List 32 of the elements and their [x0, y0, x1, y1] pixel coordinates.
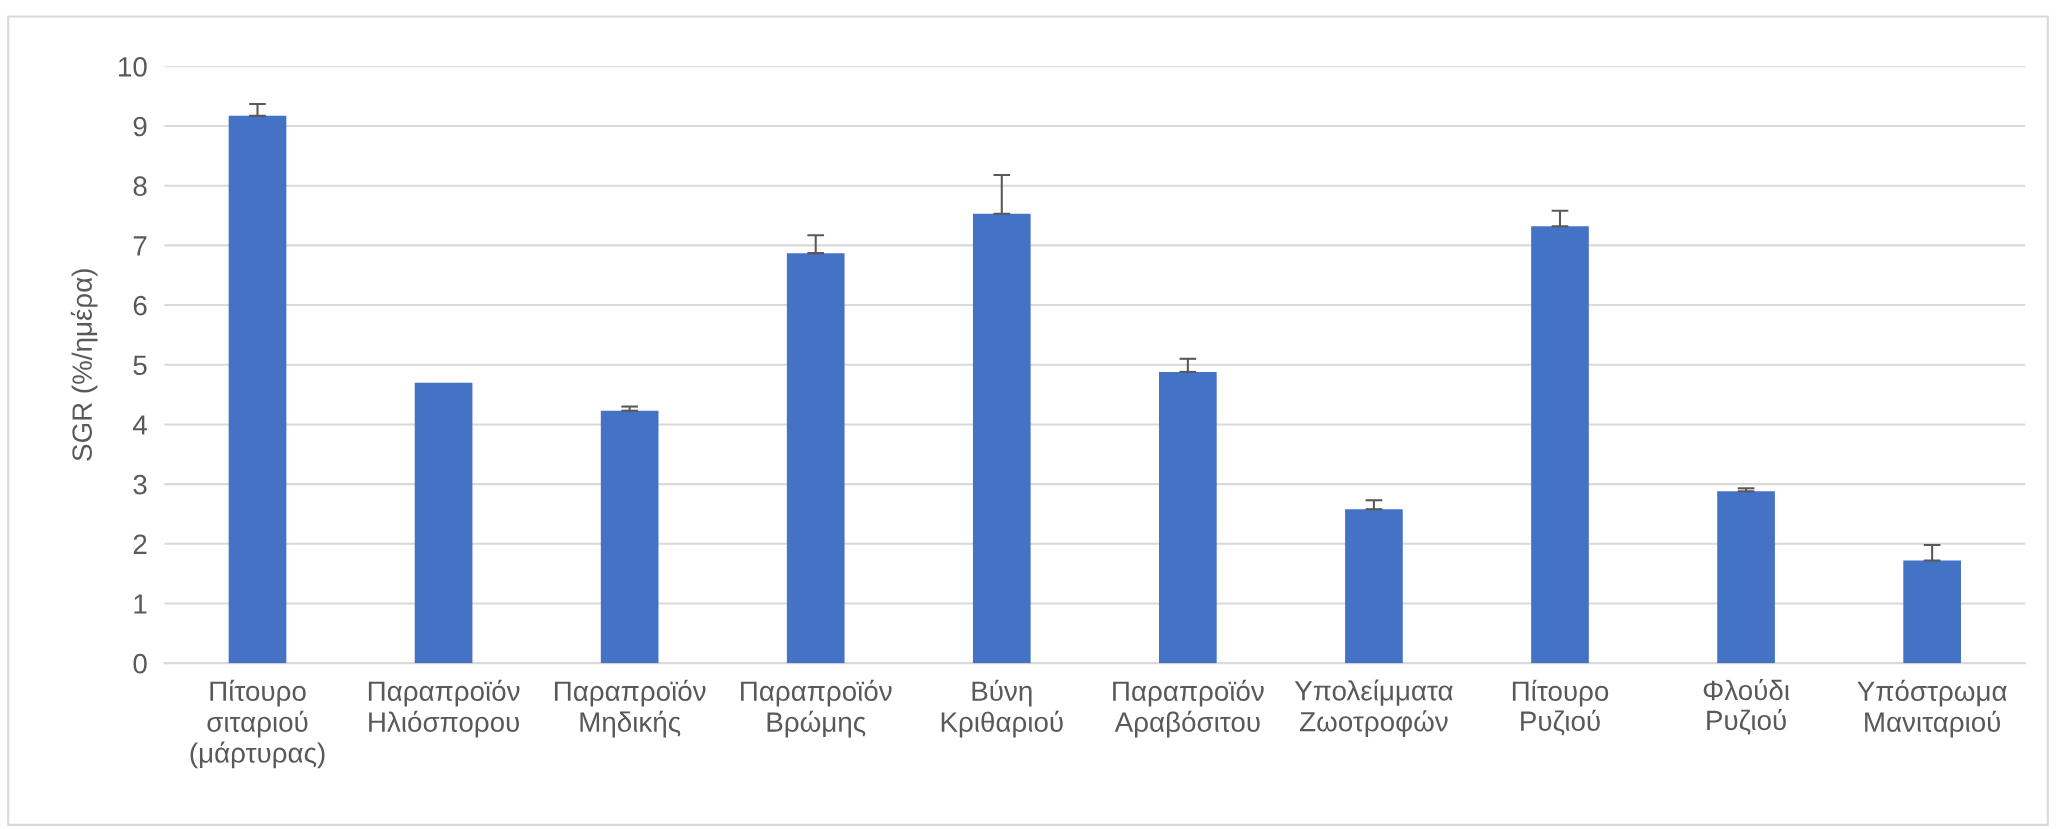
- y-tick-label: 7: [133, 236, 147, 256]
- y-tick-label: 8: [133, 176, 147, 197]
- bar: [786, 253, 845, 664]
- x-tick-label: Υπολείμματα Ζωοτροφών: [1294, 679, 1453, 737]
- bar: [1531, 226, 1589, 664]
- y-tick-label: 1: [134, 594, 147, 614]
- x-tick-label: Πίτουρο Ρυζιού: [1512, 679, 1609, 736]
- y-tick-label: 3: [133, 474, 147, 495]
- x-tick-label: Παραπροϊόν Βρώμης: [741, 679, 892, 738]
- bar: [1159, 371, 1217, 664]
- y-tick-label: 0: [133, 653, 147, 674]
- y-axis-title: SGR (%/ημέρα): [70, 269, 98, 461]
- x-tick-label: Βύνη Κριθαριού: [941, 679, 1063, 738]
- bar: [1717, 491, 1775, 664]
- y-tick-label: 2: [133, 534, 147, 554]
- x-tick-label: Υπόστρωμα Μανιταριού: [1857, 679, 2007, 738]
- y-tick-label: 9: [133, 116, 147, 137]
- bar: [1903, 560, 1961, 664]
- bar: [972, 213, 1031, 664]
- x-tick-label: Φλούδι Ρυζιού: [1703, 679, 1790, 735]
- y-tick-label: 5: [133, 355, 147, 376]
- y-tick-label: 6: [133, 295, 147, 316]
- bar: [1345, 509, 1403, 664]
- y-tick-label: 4: [133, 415, 147, 435]
- x-tick-label: Πίτουρο σιταριού (μάρτυρας): [190, 679, 325, 769]
- x-tick-label: Παραπροϊόν Μηδικής: [554, 679, 706, 738]
- bar: [414, 382, 473, 664]
- bar: [600, 410, 659, 664]
- x-tick-label: Παραπροϊόν Ηλιόσπορου: [368, 679, 520, 738]
- x-tick-label: Παραπροϊόν Αραβόσιτου: [1113, 679, 1264, 738]
- y-tick-label: 10: [119, 56, 147, 77]
- bar: [228, 115, 287, 664]
